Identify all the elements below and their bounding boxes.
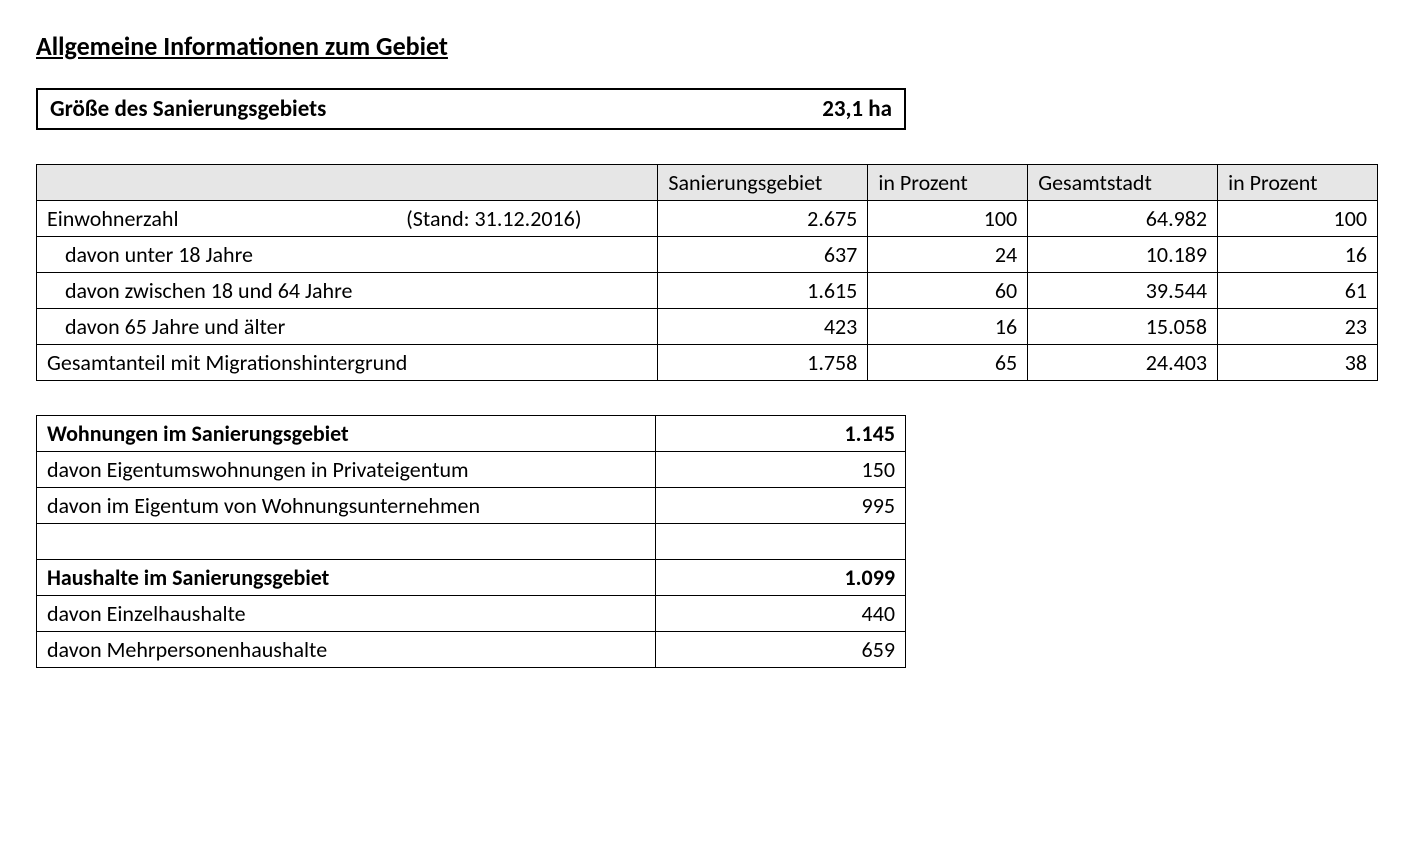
row-wohnungen: Wohnungen im Sanierungsgebiet 1.145 (37, 416, 906, 452)
cell-v4: 38 (1218, 345, 1378, 381)
size-box: Größe des Sanierungsgebiets 23,1 ha (36, 88, 906, 130)
cell-blank (656, 524, 906, 560)
cell-v3: 15.058 (1028, 309, 1218, 345)
row-mehr: davon Mehrpersonenhaushalte 659 (37, 632, 906, 668)
cell-v2: 24 (868, 237, 1028, 273)
row-migration: Gesamtanteil mit Migrationshintergrund 1… (37, 345, 1378, 381)
cell-v2: 16 (868, 309, 1028, 345)
cell-label: davon Einzelhaushalte (37, 596, 656, 632)
cell-value: 150 (656, 452, 906, 488)
row-eigentum: davon Eigentumswohnungen in Privateigent… (37, 452, 906, 488)
cell-label: davon Mehrpersonenhaushalte (37, 632, 656, 668)
cell-note: (Stand: 31.12.2016) (396, 201, 658, 237)
cell-label: Einwohnerzahl (37, 201, 397, 237)
header-blank (37, 165, 658, 201)
cell-v1: 637 (658, 237, 868, 273)
cell-v2: 65 (868, 345, 1028, 381)
cell-value: 1.099 (656, 560, 906, 596)
cell-v2: 60 (868, 273, 1028, 309)
size-label: Größe des Sanierungsgebiets (50, 95, 326, 123)
cell-value: 659 (656, 632, 906, 668)
cell-label: Haushalte im Sanierungsgebiet (37, 560, 656, 596)
cell-v4: 23 (1218, 309, 1378, 345)
row-u18: davon unter 18 Jahre 637 24 10.189 16 (37, 237, 1378, 273)
cell-v4: 100 (1218, 201, 1378, 237)
cell-v1: 2.675 (658, 201, 868, 237)
cell-v3: 24.403 (1028, 345, 1218, 381)
cell-label: Gesamtanteil mit Migrationshintergrund (37, 345, 658, 381)
cell-v3: 64.982 (1028, 201, 1218, 237)
cell-label: Wohnungen im Sanierungsgebiet (37, 416, 656, 452)
cell-label: davon im Eigentum von Wohnungsunternehme… (37, 488, 656, 524)
header-col4: in Prozent (1218, 165, 1378, 201)
cell-label: davon unter 18 Jahre (37, 237, 658, 273)
cell-v4: 16 (1218, 237, 1378, 273)
row-haushalte: Haushalte im Sanierungsgebiet 1.099 (37, 560, 906, 596)
page-title: Allgemeine Informationen zum Gebiet (36, 30, 1390, 62)
cell-label: davon zwischen 18 und 64 Jahre (37, 273, 658, 309)
population-table: Sanierungsgebiet in Prozent Gesamtstadt … (36, 164, 1378, 381)
row-einzel: davon Einzelhaushalte 440 (37, 596, 906, 632)
cell-v1: 423 (658, 309, 868, 345)
cell-label: davon Eigentumswohnungen in Privateigent… (37, 452, 656, 488)
cell-v1: 1.615 (658, 273, 868, 309)
cell-v3: 10.189 (1028, 237, 1218, 273)
row-unternehmen: davon im Eigentum von Wohnungsunternehme… (37, 488, 906, 524)
row-blank (37, 524, 906, 560)
header-col3: Gesamtstadt (1028, 165, 1218, 201)
header-col1: Sanierungsgebiet (658, 165, 868, 201)
cell-v2: 100 (868, 201, 1028, 237)
row-18-64: davon zwischen 18 und 64 Jahre 1.615 60 … (37, 273, 1378, 309)
table-header-row: Sanierungsgebiet in Prozent Gesamtstadt … (37, 165, 1378, 201)
row-65plus: davon 65 Jahre und älter 423 16 15.058 2… (37, 309, 1378, 345)
housing-table: Wohnungen im Sanierungsgebiet 1.145 davo… (36, 415, 906, 668)
cell-value: 995 (656, 488, 906, 524)
header-col2: in Prozent (868, 165, 1028, 201)
row-einwohner: Einwohnerzahl (Stand: 31.12.2016) 2.675 … (37, 201, 1378, 237)
cell-label: davon 65 Jahre und älter (37, 309, 658, 345)
cell-value: 440 (656, 596, 906, 632)
cell-v3: 39.544 (1028, 273, 1218, 309)
cell-v1: 1.758 (658, 345, 868, 381)
size-value: 23,1 ha (822, 95, 892, 123)
cell-blank (37, 524, 656, 560)
cell-value: 1.145 (656, 416, 906, 452)
cell-v4: 61 (1218, 273, 1378, 309)
